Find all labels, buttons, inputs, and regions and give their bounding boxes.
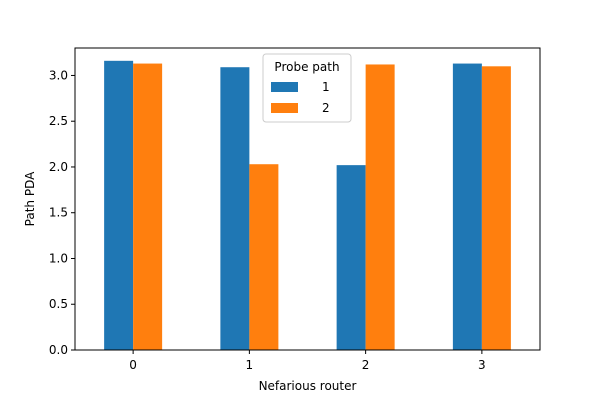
y-tick-label: 1.0 [49,251,68,265]
bar-series-2-cat-3 [481,66,511,351]
legend-label-2: 2 [322,101,330,115]
bar-series-2-cat-2 [365,64,395,350]
x-tick-label: 0 [129,358,137,372]
legend-entries: 12 [271,80,330,115]
bar-series-2-cat-0 [133,63,163,351]
bar-series-1-cat-3 [452,63,482,351]
x-tick-label: 3 [478,358,486,372]
y-tick-label: 0.0 [49,343,68,357]
legend-swatch-1 [271,82,298,92]
y-axis-label: Path PDA [23,171,37,226]
x-tick-label: 2 [362,358,370,372]
y-axis: 0.0 0.5 1.0 1.5 2.0 2.5 3.0 [49,68,75,357]
bars-layer [104,60,511,351]
bar-series-1-cat-2 [336,165,366,350]
x-tick-label: 1 [246,358,254,372]
legend-title: Probe path [274,60,339,74]
y-tick-label: 2.5 [49,114,68,128]
legend-label-1: 1 [322,80,330,94]
y-tick-label: 2.0 [49,160,68,174]
bar-series-2-cat-1 [249,164,279,350]
bar-series-1-cat-0 [104,60,134,351]
y-tick-label: 0.5 [49,297,68,311]
y-tick-label: 1.5 [49,206,68,220]
legend-swatch-2 [271,103,298,113]
bar-series-1-cat-1 [220,67,250,350]
y-tick-label: 3.0 [49,68,68,82]
x-axis-label: Nefarious router [259,379,357,393]
legend: Probe path 12 [262,53,352,123]
plot-frame [74,47,541,351]
x-axis: 0 1 2 3 [129,350,486,372]
